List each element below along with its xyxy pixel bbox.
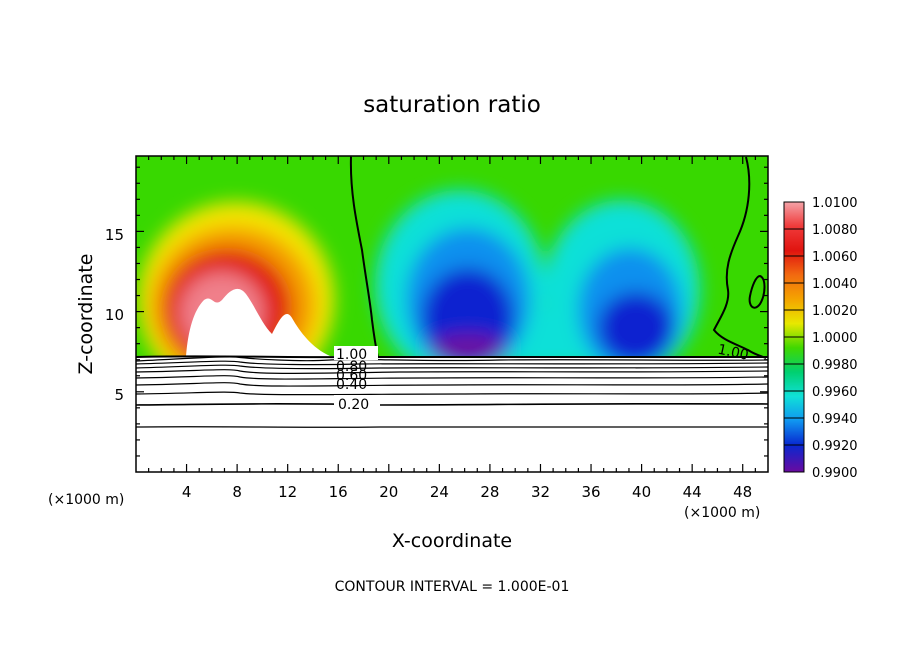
contour-line-left [349, 156, 379, 359]
x-unit-left: (×1000 m) [48, 492, 124, 508]
colorbar-label: 1.0060 [812, 250, 858, 265]
lower-contours [136, 355, 768, 428]
colorbar-label: 0.9960 [812, 385, 858, 400]
colorbar-label: 0.9980 [812, 358, 858, 373]
y-tick-label: 15 [105, 226, 124, 244]
x-tick-label: 20 [379, 483, 398, 501]
colorbar-ticks [784, 228, 804, 446]
x-unit-right: (×1000 m) [684, 505, 760, 521]
x-tick-label: 28 [480, 483, 499, 501]
contour-interval-note: CONTOUR INTERVAL = 1.000E-01 [335, 579, 570, 595]
y-axis-title: Z-coordinate [75, 254, 97, 375]
contour-line-right [712, 156, 767, 359]
contour-label: 0.40 [336, 377, 367, 393]
x-tick-label: 12 [278, 483, 297, 501]
contour-line-i [136, 426, 768, 428]
colorbar-label: 1.0040 [812, 277, 858, 292]
field-dry-dark-right [598, 292, 674, 364]
x-tick-label: 8 [232, 483, 242, 501]
x-tick-label: 4 [182, 483, 192, 501]
field-dry-purple [430, 334, 506, 362]
colorbar-label: 0.9920 [812, 439, 858, 454]
x-tick-label: 48 [733, 483, 752, 501]
colorbar-label: 0.9900 [812, 466, 858, 481]
contour-line-d [136, 369, 768, 374]
colorbar: 1.0100 1.0080 1.0060 1.0040 1.0020 1.000… [783, 196, 858, 481]
contour-loop-right [748, 274, 766, 309]
contour-line-f [136, 382, 768, 387]
colorbar-label: 1.0080 [812, 223, 858, 238]
contour-line-g [136, 391, 768, 396]
x-tick-label: 44 [683, 483, 702, 501]
x-tick-label: 36 [581, 483, 600, 501]
colorbar-label: 1.0000 [812, 331, 858, 346]
contour-line-b [136, 360, 768, 366]
colorbar-label: 1.0100 [812, 196, 858, 211]
contour-line-e [136, 375, 768, 380]
contour-label: 0.20 [338, 397, 369, 413]
x-tick-label: 16 [329, 483, 348, 501]
chart-title: saturation ratio [363, 92, 541, 118]
y-tick-label: 5 [114, 386, 124, 404]
contour-label: 1.00 [336, 347, 367, 363]
x-axis-title: X-coordinate [392, 530, 512, 552]
colorbar-label: 1.0020 [812, 304, 858, 319]
cloud-core-white [186, 288, 330, 356]
contour-line-base [136, 355, 768, 359]
x-axis: 4 8 12 16 20 24 28 32 36 40 44 48 (×1000… [48, 483, 760, 552]
x-tick-label: 32 [531, 483, 550, 501]
plot-area: 1.00 0.80 0.60 0.40 0.20 1.00 [135, 155, 769, 473]
lower-region-white [136, 356, 768, 472]
contour-line-h [136, 402, 768, 406]
x-tick-label: 24 [430, 483, 449, 501]
contour-label-bg-1 [334, 346, 378, 360]
y-tick-label: 10 [105, 306, 124, 324]
contour-line-c [136, 364, 768, 370]
contour-label: 0.60 [336, 368, 367, 384]
colorbar-label: 0.9940 [812, 412, 858, 427]
y-axis: 5 10 15 Z-coordinate [75, 226, 124, 404]
axis-ticks [136, 156, 768, 472]
contour-label-bg-5 [334, 395, 380, 411]
contour-label: 0.80 [336, 359, 367, 375]
contour-label: 1.00 [716, 342, 750, 364]
x-tick-label: 40 [632, 483, 651, 501]
